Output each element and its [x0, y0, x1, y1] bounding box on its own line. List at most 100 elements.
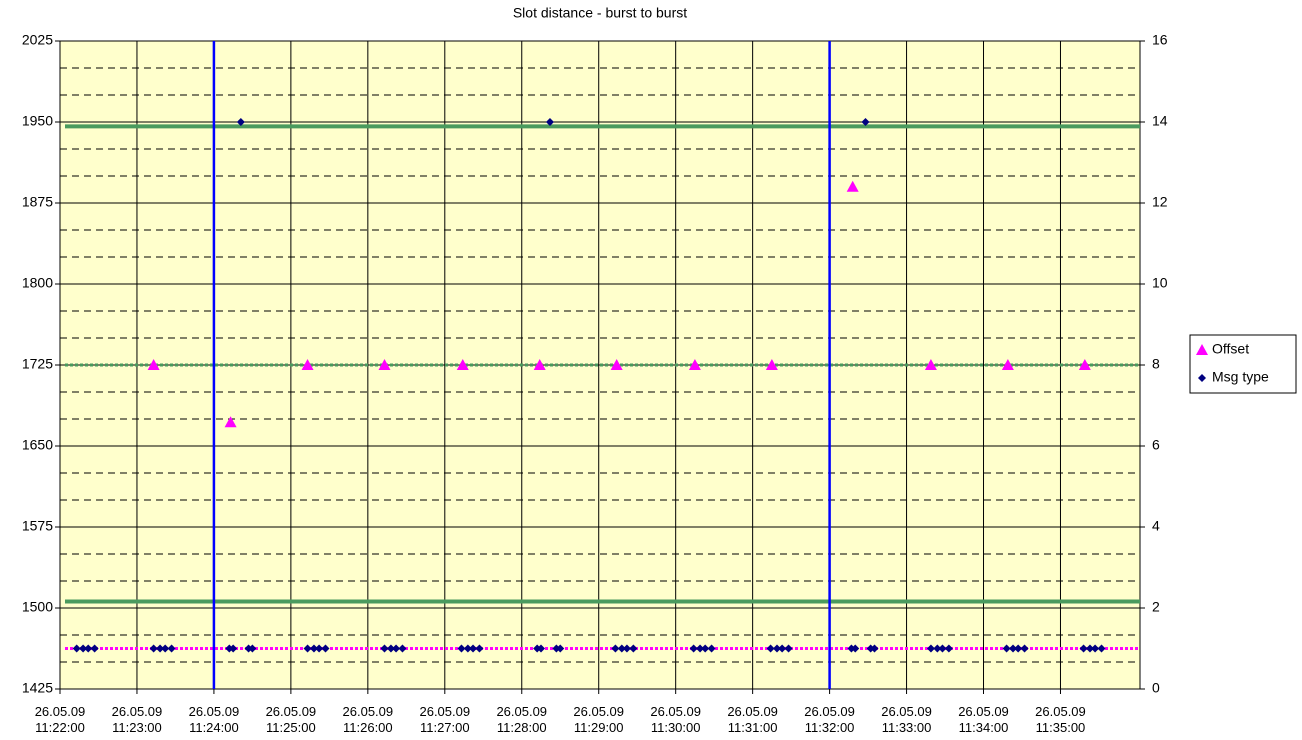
- point: [944, 644, 953, 653]
- point: [545, 118, 554, 126]
- point: [924, 359, 937, 370]
- point: [149, 644, 158, 653]
- point: [386, 644, 395, 653]
- point: [161, 644, 170, 653]
- x-tick-label: 26.05.09 11:30:00: [650, 704, 701, 735]
- legend-label: Msg type: [1212, 369, 1269, 385]
- point: [778, 644, 787, 653]
- point: [766, 644, 775, 653]
- point: [851, 644, 860, 653]
- plot-border: [59, 40, 1141, 690]
- point: [456, 359, 469, 370]
- chart-title: Slot distance - burst to burst: [513, 5, 687, 21]
- point: [701, 644, 710, 653]
- y-tick-label: 1650: [22, 437, 53, 453]
- point: [707, 644, 716, 653]
- point: [611, 644, 620, 653]
- x-tick-label: 26.05.09 11:23:00: [111, 704, 163, 735]
- point: [79, 644, 88, 653]
- point: [469, 644, 478, 653]
- point: [938, 644, 947, 653]
- point: [765, 359, 778, 370]
- x-tick-label: 26.05.09 11:31:00: [727, 704, 778, 735]
- x-tick-label: 26.05.09 11:34:00: [958, 704, 1009, 735]
- x-tick-label: 26.05.09 11:25:00: [265, 704, 317, 735]
- point: [1091, 644, 1100, 653]
- y-tick-label: 1875: [22, 194, 53, 210]
- y-tick-label: 1500: [22, 599, 53, 615]
- point: [629, 644, 638, 653]
- x-tick-label: 26.05.09 11:35:00: [1035, 704, 1086, 735]
- point: [229, 644, 238, 653]
- point: [303, 644, 312, 653]
- point: [463, 644, 472, 653]
- y2-tick-label: 0: [1152, 680, 1160, 696]
- point: [156, 644, 165, 653]
- x-tick-label: 26.05.09 11:24:00: [188, 704, 240, 735]
- point: [1079, 644, 1088, 653]
- point: [617, 644, 626, 653]
- point: [309, 644, 318, 653]
- point: [1002, 644, 1011, 653]
- x-tick-label: 26.05.09 11:32:00: [804, 704, 855, 735]
- y2-tick-label: 8: [1152, 356, 1160, 372]
- point: [773, 644, 782, 653]
- point: [696, 644, 705, 653]
- y2-tick-label: 12: [1152, 194, 1168, 210]
- y-tick-label: 2025: [22, 32, 53, 48]
- point: [1085, 644, 1094, 653]
- point: [84, 644, 93, 653]
- y2-tick-label: 10: [1152, 275, 1168, 291]
- point: [378, 359, 391, 370]
- y-tick-label: 1950: [22, 113, 53, 129]
- x-tick-label: 26.05.09 11:28:00: [496, 704, 548, 735]
- point: [457, 644, 466, 653]
- y2-tick-label: 6: [1152, 437, 1160, 453]
- point: [321, 644, 330, 653]
- point: [392, 644, 401, 653]
- y-tick-label: 1725: [22, 356, 53, 372]
- x-tick-label: 26.05.09 11:29:00: [573, 704, 624, 735]
- point: [167, 644, 176, 653]
- point: [147, 359, 160, 370]
- legend-box: [1189, 334, 1297, 394]
- point: [870, 644, 879, 653]
- legend-marker: [1198, 374, 1206, 382]
- point: [536, 644, 545, 653]
- point: [90, 644, 99, 653]
- y-tick-label: 1575: [22, 518, 53, 534]
- point: [398, 644, 407, 653]
- point: [610, 359, 623, 370]
- y2-tick-label: 2: [1152, 599, 1160, 615]
- point: [784, 644, 793, 653]
- point: [689, 644, 698, 653]
- point: [846, 180, 859, 192]
- point: [933, 644, 942, 653]
- point: [533, 359, 546, 370]
- point: [688, 359, 701, 370]
- point: [380, 644, 389, 653]
- point: [1001, 359, 1014, 370]
- point: [301, 359, 314, 370]
- x-tick-label: 26.05.09 11:22:00: [34, 704, 86, 735]
- point: [926, 644, 935, 653]
- point: [315, 644, 324, 653]
- point: [1014, 644, 1023, 653]
- point: [1020, 644, 1029, 653]
- point: [1078, 359, 1091, 370]
- y-tick-label: 1800: [22, 275, 53, 291]
- legend-label: Offset: [1212, 341, 1249, 357]
- legend-marker: [1196, 344, 1208, 355]
- y2-tick-label: 4: [1152, 518, 1160, 534]
- x-tick-label: 26.05.09 11:26:00: [342, 704, 394, 735]
- y2-tick-label: 16: [1152, 32, 1168, 48]
- point: [236, 118, 245, 126]
- point: [1097, 644, 1106, 653]
- y2-tick-label: 14: [1152, 113, 1168, 129]
- point: [556, 644, 565, 653]
- x-tick-label: 26.05.09 11:27:00: [419, 704, 471, 735]
- point: [1009, 644, 1018, 653]
- point: [248, 644, 257, 653]
- point: [861, 118, 870, 126]
